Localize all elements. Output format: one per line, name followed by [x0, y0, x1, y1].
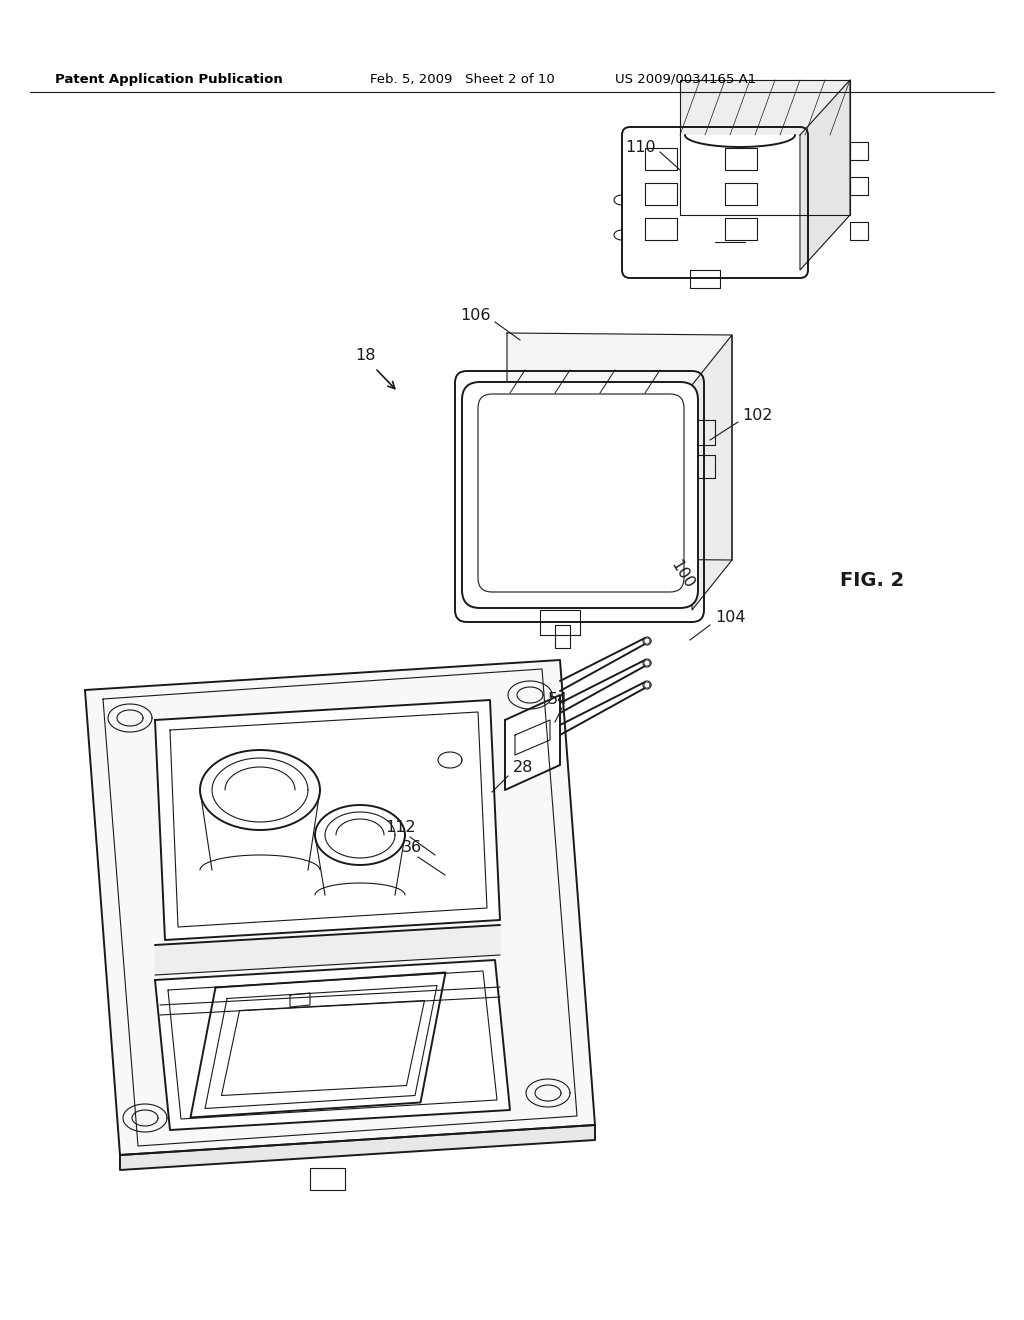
FancyBboxPatch shape	[462, 381, 698, 609]
Text: 104: 104	[715, 610, 745, 626]
Text: 28: 28	[513, 760, 534, 776]
Polygon shape	[560, 659, 645, 714]
Polygon shape	[800, 81, 850, 271]
Text: 102: 102	[742, 408, 772, 422]
Text: 112: 112	[385, 821, 416, 836]
Polygon shape	[85, 660, 595, 1155]
Text: 18: 18	[355, 347, 376, 363]
Polygon shape	[155, 960, 510, 1130]
Text: FIG. 2: FIG. 2	[840, 570, 904, 590]
Text: Feb. 5, 2009   Sheet 2 of 10: Feb. 5, 2009 Sheet 2 of 10	[370, 73, 555, 86]
Polygon shape	[560, 638, 645, 692]
Polygon shape	[507, 333, 732, 560]
Text: 100: 100	[668, 558, 697, 591]
Polygon shape	[155, 925, 500, 975]
Text: US 2009/0034165 A1: US 2009/0034165 A1	[615, 73, 757, 86]
Polygon shape	[560, 681, 645, 737]
Polygon shape	[692, 335, 732, 610]
Polygon shape	[505, 696, 560, 789]
Polygon shape	[155, 700, 500, 940]
Polygon shape	[467, 383, 692, 610]
Polygon shape	[630, 135, 800, 271]
Text: Patent Application Publication: Patent Application Publication	[55, 73, 283, 86]
Text: 54: 54	[548, 693, 568, 708]
Text: 36: 36	[402, 841, 422, 855]
Text: 110: 110	[625, 140, 655, 156]
Text: 106: 106	[460, 308, 490, 322]
Polygon shape	[120, 1125, 595, 1170]
Polygon shape	[680, 81, 850, 215]
